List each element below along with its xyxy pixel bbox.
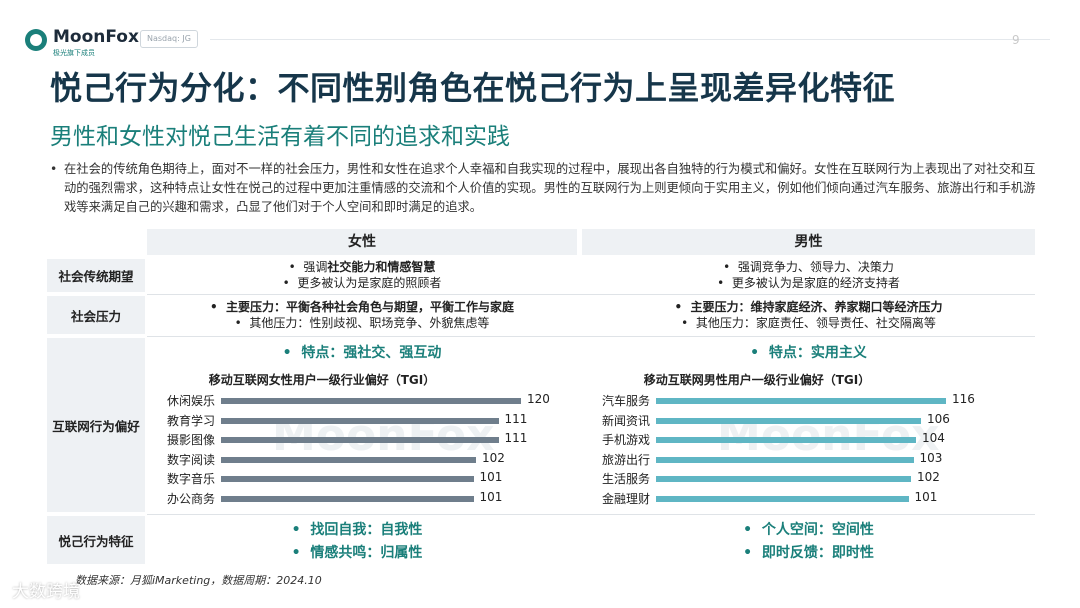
female-chart-value-label: 102	[482, 450, 505, 465]
female-chart-bar	[221, 495, 474, 502]
male-chart-value-label: 116	[952, 392, 975, 406]
male-feature: • 特点：实用主义	[750, 345, 867, 361]
ticker-badge: Nasdaq: JG	[140, 30, 198, 48]
page-subtitle: 男性和女性对悦己生活有着不同的追求和实践	[50, 124, 510, 150]
bullet-icon: •	[50, 162, 58, 176]
female-chart-value-label: 101	[479, 489, 503, 504]
female-chart-value-label: 101	[479, 470, 503, 484]
female-chart-bar	[221, 417, 499, 424]
female-expectation-bold: 社交能力和情感智慧	[327, 260, 436, 274]
female-chart-value-label: 120	[527, 392, 550, 406]
male-chart-category-label: 手机游戏	[601, 433, 650, 447]
row-divider	[147, 336, 1035, 337]
female-tgi-chart: MoonFox 移动互联网女性用户一级行业偏好（TGI） 休闲娱乐 120 教育学习…	[147, 365, 577, 510]
female-selfcare-2-text: 情感共鸣：归属性	[310, 545, 423, 561]
female-expectation-1: • 强调社交能力和情感智慧	[288, 260, 436, 274]
male-selfcare-2: • 即时反馈：即时性	[743, 545, 874, 561]
intro-text: 在社会的传统角色期待上，面对不一样的社会压力，男性和女性在追求个人幸福和自我实现…	[64, 162, 1036, 214]
male-expectation-2-text: 更多被认为是家庭的经济支持者	[731, 276, 900, 290]
male-chart-bar	[656, 437, 916, 443]
male-chart-value-label: 104	[922, 431, 945, 445]
male-chart-bar	[656, 398, 946, 404]
page-number: 9	[1012, 33, 1020, 47]
female-pressure-2-text: 其他压力：性别歧视、职场竞争、外貌焦虑等	[249, 316, 490, 330]
corner-watermark: 大数跨境	[12, 582, 80, 602]
male-chart-category-label: 新闻资讯	[601, 413, 650, 428]
male-selfcare-2-text: 即时反馈：即时性	[761, 545, 874, 561]
male-pressure-1: • 主要压力：维持家庭经济、养家糊口等经济压力	[674, 300, 943, 314]
female-pressure-1-text: 主要压力：平衡各种社会角色与期望，平衡工作与家庭	[226, 300, 515, 314]
female-selfcare-1-text: 找回自我：自我性	[310, 522, 423, 538]
data-source-note: 数据来源：月狐iMarketing，数据周期：2024.10	[75, 574, 322, 587]
male-chart-bar	[656, 456, 914, 463]
male-expectation-2: • 更多被认为是家庭的经济支持者	[717, 276, 900, 290]
male-chart-value-label: 102	[917, 470, 940, 484]
female-expectation-2-text: 更多被认为是家庭的照顾者	[297, 276, 442, 290]
female-pressure-1: • 主要压力：平衡各种社会角色与期望，平衡工作与家庭	[209, 300, 515, 314]
row-label-pressure: 社会压力	[47, 296, 145, 334]
page-title: 悦己行为分化：不同性别角色在悦己行为上呈现差异化特征	[50, 69, 896, 107]
female-selfcare-2: • 情感共鸣：归属性	[291, 545, 423, 561]
female-chart-category-label: 教育学习	[166, 413, 215, 428]
female-expectation-2: • 更多被认为是家庭的照顾者	[282, 276, 442, 290]
row-divider	[147, 294, 1035, 295]
female-selfcare-1: • 找回自我：自我性	[291, 522, 423, 538]
row-divider	[147, 514, 1035, 515]
male-chart-bar	[656, 495, 909, 502]
male-chart-bar	[656, 476, 911, 482]
female-chart-value-label: 111	[504, 411, 528, 426]
male-chart-category-label: 汽车服务	[601, 394, 650, 408]
row-label-expectation: 社会传统期望	[47, 259, 145, 292]
row-label-pressure-text: 社会压力	[70, 308, 121, 324]
male-chart-title: 移动互联网男性用户一级行业偏好（TGI）	[643, 373, 871, 387]
male-expectation-1: • 强调竞争力、领导力、决策力	[723, 260, 894, 274]
male-chart-bar	[656, 417, 921, 424]
female-feature: • 特点：强社交、强互动	[282, 345, 442, 361]
female-chart-bar	[221, 398, 521, 404]
row-label-selfcare: 悦己行为特征	[47, 516, 145, 564]
male-expectation-1-text: 强调竞争力、领导力、决策力	[737, 260, 894, 274]
male-chart-category-label: 生活服务	[601, 472, 650, 486]
logo-text: MoonFox	[53, 27, 139, 47]
row-label-expectation-text: 社会传统期望	[58, 269, 134, 284]
female-chart-category-label: 办公商务	[166, 491, 215, 506]
column-header-male: 男性	[582, 229, 1035, 255]
female-chart-value-label: 111	[504, 431, 528, 445]
female-chart-bar	[221, 456, 476, 463]
female-chart-category-label: 数字阅读	[166, 452, 215, 467]
male-selfcare-1: • 个人空间：空间性	[743, 522, 874, 538]
male-chart-value-label: 101	[914, 489, 938, 504]
female-chart-bar	[221, 437, 499, 443]
male-chart-category-label: 金融理财	[601, 491, 650, 506]
male-selfcare-1-text: 个人空间：空间性	[761, 522, 874, 538]
column-header-female: 女性	[147, 229, 577, 255]
logo-slogan: 极光旗下成员	[53, 49, 95, 57]
female-chart-bar	[221, 476, 474, 482]
row-label-internet: 互联网行为偏好	[47, 338, 145, 512]
moonfox-logo-icon	[25, 29, 47, 51]
male-chart-value-label: 103	[919, 450, 943, 465]
female-chart-category-label: 数字音乐	[166, 472, 215, 486]
female-pressure-2: • 其他压力：性别歧视、职场竞争、外貌焦虑等	[234, 316, 490, 330]
female-feature-text: 特点：强社交、强互动	[301, 345, 442, 361]
male-tgi-chart: MoonFox 移动互联网男性用户一级行业偏好（TGI） 汽车服务 116 新闻资讯…	[582, 365, 1035, 510]
female-chart-category-label: 摄影图像	[166, 433, 215, 447]
header-divider	[210, 39, 1050, 40]
male-chart-value-label: 106	[927, 411, 950, 426]
male-chart-category-label: 旅游出行	[601, 452, 650, 467]
female-expectation-pre: 强调	[303, 260, 328, 274]
male-pressure-2-text: 其他压力：家庭责任、领导责任、社交隔离等	[695, 316, 936, 330]
male-pressure-1-text: 主要压力：维持家庭经济、养家糊口等经济压力	[690, 300, 943, 314]
male-pressure-2: • 其他压力：家庭责任、领导责任、社交隔离等	[681, 316, 936, 330]
female-chart-title: 移动互联网女性用户一级行业偏好（TGI）	[208, 373, 436, 387]
row-label-internet-text: 互联网行为偏好	[52, 418, 140, 434]
female-chart-category-label: 休闲娱乐	[166, 394, 215, 408]
row-label-selfcare-text: 悦己行为特征	[58, 533, 134, 549]
male-feature-text: 特点：实用主义	[768, 345, 867, 361]
moonfox-logo: MoonFox 极光旗下成员	[25, 27, 155, 59]
